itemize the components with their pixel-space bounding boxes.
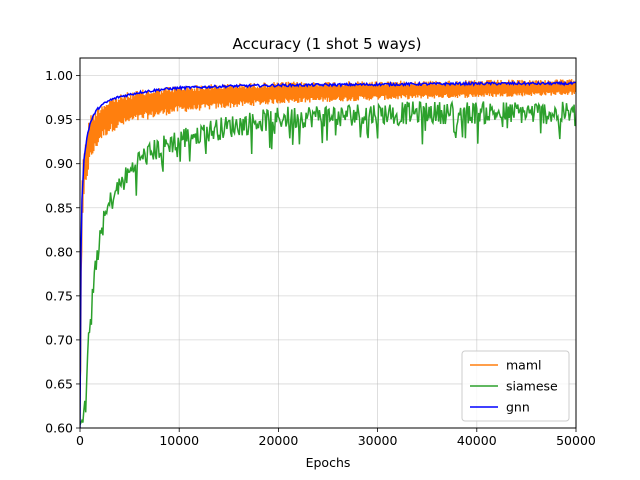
y-tick-label: 0.85	[45, 200, 73, 215]
series-line-gnn	[80, 80, 576, 428]
legend: maml siamese gnn	[461, 350, 570, 422]
y-tick-label: 0.75	[45, 288, 73, 303]
legend-box	[461, 350, 570, 422]
y-tick-label: 0.95	[45, 112, 73, 127]
y-axis: 0.60 0.65 0.70 0.75 0.80 0.85 0.90 0.95 1.00	[45, 68, 80, 436]
chart-title: Accuracy (1 shot 5 ways)	[233, 35, 422, 53]
y-tick-label: 0.60	[45, 421, 73, 436]
series-line-siamese	[80, 99, 576, 426]
x-tick-label: 0	[76, 433, 84, 448]
legend-label-siamese: siamese	[506, 379, 558, 394]
x-tick-label: 50000	[556, 433, 596, 448]
x-tick-label: 20000	[259, 433, 299, 448]
x-tick-label: 30000	[358, 433, 398, 448]
y-tick-label: 0.90	[45, 156, 73, 171]
x-axis: 0 10000 20000 30000 40000 50000	[76, 428, 596, 448]
legend-label-gnn: gnn	[506, 400, 530, 415]
y-tick-label: 0.80	[45, 244, 73, 259]
x-tick-label: 10000	[159, 433, 199, 448]
y-tick-label: 0.65	[45, 376, 73, 391]
x-tick-label: 40000	[457, 433, 497, 448]
x-axis-title: Epochs	[306, 455, 351, 470]
plot-frame	[79, 57, 577, 429]
y-tick-label: 1.00	[45, 68, 73, 83]
series-group	[80, 79, 576, 428]
y-tick-label: 0.70	[45, 332, 73, 347]
legend-label-maml: maml	[506, 358, 542, 373]
